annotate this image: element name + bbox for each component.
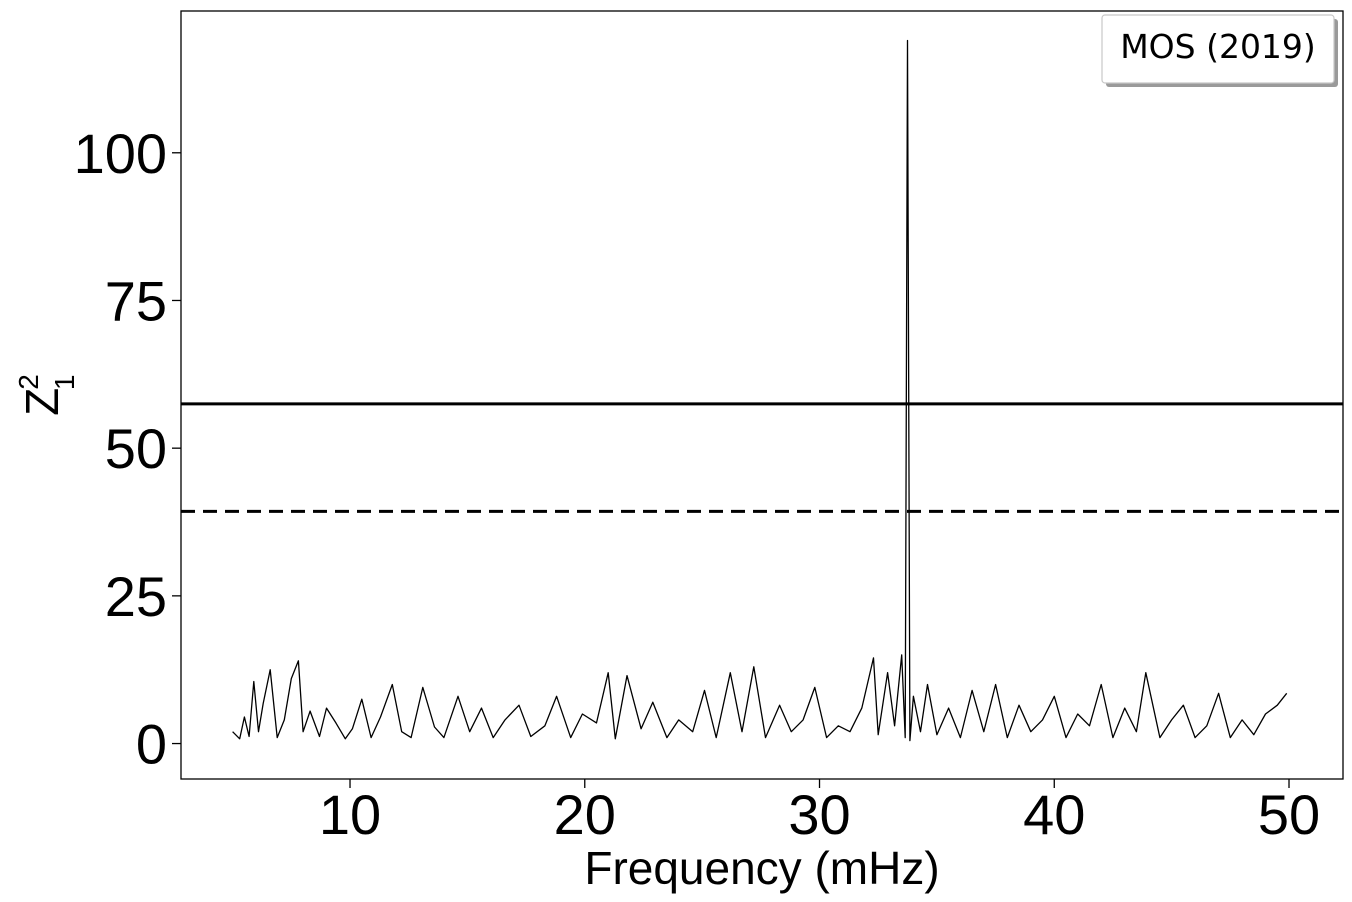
x-tick-label: 30 (788, 783, 850, 846)
x-axis-label: Frequency (mHz) (584, 842, 939, 894)
y-axis-label-subscript: 1 (49, 375, 80, 391)
plot-frame (180, 10, 1344, 780)
z-squared-series-line (232, 39, 1288, 742)
y-axis-ticks: 0 25 50 75 100 (74, 122, 181, 776)
x-tick-label: 10 (319, 783, 381, 846)
x-tick-label: 20 (554, 783, 616, 846)
x-axis-ticks: 10 20 30 40 50 (319, 779, 1320, 846)
x-tick-label: 50 (1258, 783, 1320, 846)
y-axis-label-main: Z (16, 388, 68, 416)
legend-entry-label: MOS (2019) (1120, 27, 1316, 66)
y-tick-label: 0 (136, 713, 167, 776)
y-tick-label: 75 (105, 269, 167, 332)
legend: MOS (2019) (1101, 14, 1338, 87)
y-axis-label: Z2 1 (13, 374, 80, 416)
y-tick-label: 100 (74, 122, 167, 185)
x-tick-label: 40 (1023, 783, 1085, 846)
svg-text:Z21: Z2 1 (13, 374, 80, 416)
y-tick-label: 25 (105, 565, 167, 628)
y-tick-label: 50 (105, 417, 167, 480)
y-axis-label-superscript: 2 (13, 374, 44, 390)
